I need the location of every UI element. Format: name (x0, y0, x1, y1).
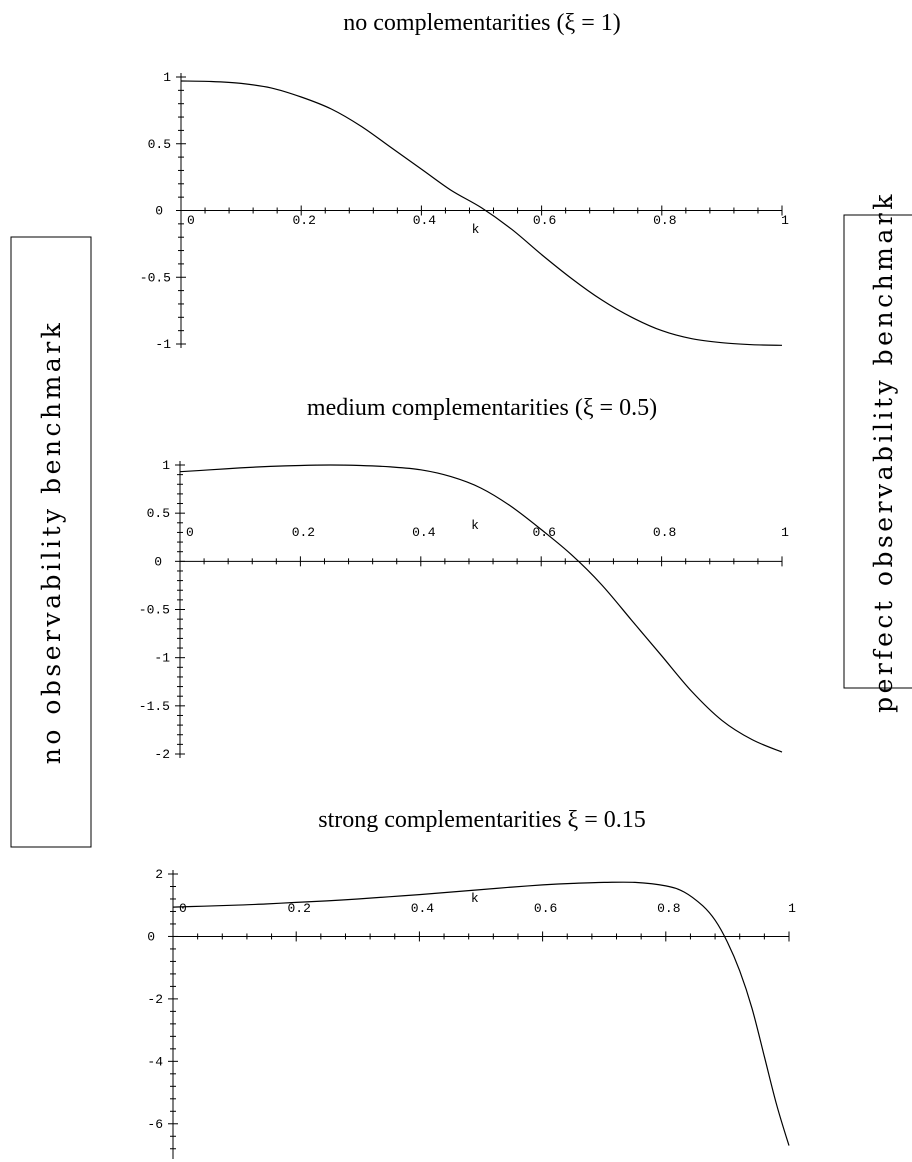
x-tick-label: 0 (187, 213, 195, 228)
y-tick-label: -1.5 (139, 699, 170, 714)
y-tick-label: 1 (163, 70, 171, 85)
y-tick-label: 0.5 (148, 137, 171, 152)
right-benchmark-label: perfect observability benchmark (869, 191, 898, 713)
x-tick-label: 0 (186, 525, 194, 540)
y-tick-label: 0 (155, 204, 163, 219)
series-line (180, 80, 783, 346)
y-tick-label: 2 (155, 867, 163, 882)
right-benchmark-box: perfect observability benchmark (843, 191, 912, 713)
y-tick-label: 0 (154, 554, 162, 569)
x-tick-label: 0.2 (292, 525, 315, 540)
x-tick-label: 1 (781, 525, 789, 540)
x-tick-label: 0.6 (534, 901, 557, 916)
chart-panel-medium-complementarities: medium complementarities (ξ = 0.5) 0 0.2 0… (139, 395, 789, 762)
x-tick-label: 0.8 (653, 213, 676, 228)
x-axis-label: k (471, 891, 479, 906)
x-tick-label: 0.6 (533, 213, 556, 228)
x-tick-label: 0.4 (413, 213, 437, 228)
chart-panel-no-complementarities: no complementarities (ξ = 1) 0 0.2 0.4 0.6 0… (140, 10, 789, 352)
y-tick-label: -4 (147, 1054, 163, 1069)
x-tick-label: 0.2 (292, 213, 315, 228)
y-tick-label: 1 (162, 458, 170, 473)
right-box-frame (843, 214, 912, 689)
x-axis-label: k (472, 222, 480, 237)
series-line (179, 464, 783, 753)
x-tick-label: 1 (788, 901, 796, 916)
y-tick-label: -0.5 (140, 270, 171, 285)
y-tick-label: 0 (147, 929, 155, 944)
chart-panel-strong-complementarities: strong complementarities ξ = 0.15 0 0.2 0.… (147, 807, 796, 1159)
y-tick-label: -6 (147, 1117, 163, 1132)
y-tick-label: -1 (154, 651, 170, 666)
y-tick-label: -2 (154, 747, 170, 762)
y-tick-label: -0.5 (139, 603, 170, 618)
x-axis-label: k (471, 518, 479, 533)
x-tick-label: 0.2 (287, 901, 310, 916)
x-tick-label: 0.8 (657, 901, 680, 916)
y-tick-label: -2 (147, 992, 163, 1007)
left-box-frame (10, 236, 92, 848)
x-tick-label: 0.4 (411, 901, 435, 916)
x-tick-label: 0 (179, 901, 187, 916)
left-benchmark-label: no observability benchmark (37, 320, 66, 765)
chart-title: strong complementarities ξ = 0.15 (318, 807, 646, 833)
chart-title: medium complementarities (ξ = 0.5) (307, 395, 657, 421)
left-benchmark-box: no observability benchmark (10, 236, 92, 848)
y-tick-label: 0.5 (147, 506, 170, 521)
x-tick-label: 1 (781, 213, 789, 228)
chart-title: no complementarities (ξ = 1) (343, 10, 621, 36)
x-tick-label: 0.8 (653, 525, 676, 540)
x-tick-label: 0.4 (412, 525, 436, 540)
y-tick-label: -1 (155, 337, 171, 352)
series-line (172, 881, 790, 1146)
